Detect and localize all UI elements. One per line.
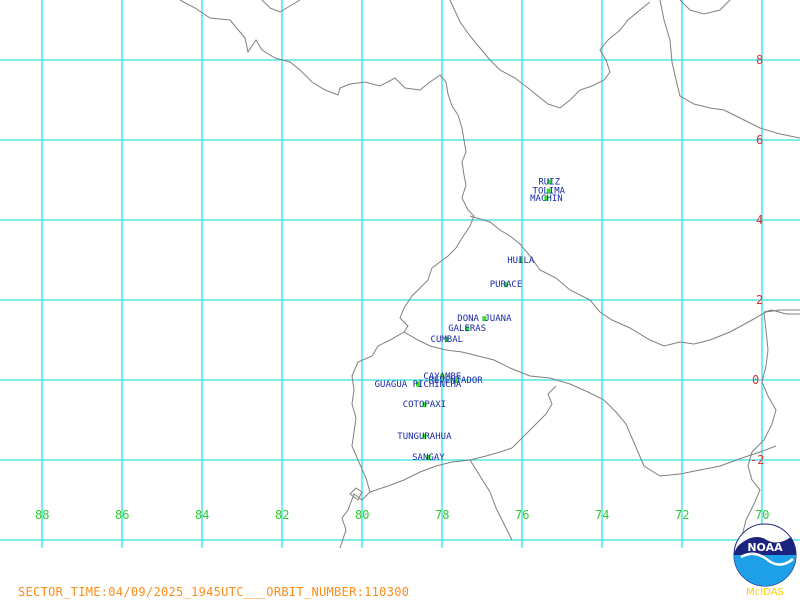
volcano-label-tolima: TOLIMA (533, 187, 566, 197)
national-border-venezuela-brazil (763, 309, 800, 315)
volcano-marker-reventador (453, 378, 458, 384)
lon-label-74: 74 (595, 508, 609, 522)
volcano-label-tungurahua: TUNGURAHUA (397, 432, 452, 442)
volcano-label-ruiz: RUIZ (538, 177, 560, 187)
national-border-brazil (741, 311, 777, 537)
lat-label-0: 0 (752, 373, 759, 387)
volcano-label-galeras: GALERAS (448, 324, 486, 334)
lon-label-88: 88 (35, 508, 49, 522)
lat-label-8: 8 (756, 53, 763, 67)
lat-label-4: 4 (756, 213, 763, 227)
caribbean-coastline (261, 0, 800, 139)
volcano-label-cayambe: CAYAMBE (423, 372, 461, 382)
national-border-colombia-venezuela (469, 215, 800, 347)
volcano-marker-machin (544, 195, 549, 201)
volcano-label-reventador: REVENTADOR (429, 376, 484, 386)
lon-label-78: 78 (435, 508, 449, 522)
noaa-logo-text: NOAA (747, 541, 783, 554)
pacific-coastline (179, 0, 475, 549)
lat-label-6: 6 (756, 133, 763, 147)
volcano-marker-ruiz (547, 179, 552, 185)
volcano-marker-guagua-pichincha (416, 381, 420, 387)
volcano-marker-galeras (465, 326, 470, 332)
latitude-labels: 8 6 4 2 0 -2 (750, 53, 764, 467)
volcano-label-cumbal: CUMBAL (431, 335, 464, 345)
volcano-marker-cayambe (440, 373, 445, 379)
volcano-marker-huila (518, 257, 523, 263)
lat-label-minus-2: -2 (750, 453, 764, 467)
lon-label-76: 76 (515, 508, 529, 522)
coastlines (179, 0, 800, 549)
sector-time-footer: SECTOR_TIME:04/09/2025_1945UTC___ORBIT_N… (18, 585, 410, 599)
volcano-label-cotopaxi: COTOPAXI (403, 400, 446, 410)
volcano-label-purace: PURACE (490, 280, 523, 290)
gulf-of-guayaquil-island (349, 487, 363, 501)
volcano-marker-cotopaxi (422, 402, 427, 408)
lon-label-70: 70 (755, 508, 769, 522)
volcano-marker-tungurahua (422, 433, 427, 439)
national-border-colombia-ecuador (403, 331, 777, 477)
volcano-label-machin: MACHIN (530, 194, 563, 204)
lon-label-82: 82 (275, 508, 289, 522)
volcano-marker-cumbal (444, 337, 449, 342)
volcano-label-guagua-pichincha: GUAGUA PICHINCHA (375, 380, 462, 390)
noaa-logo: NOAA (733, 523, 797, 587)
lon-label-86: 86 (115, 508, 129, 522)
volcano-label-dona-juana: DONA JUANA (457, 314, 512, 324)
volcano-label-sangay: SANGAY (412, 453, 445, 463)
lon-label-84: 84 (195, 508, 209, 522)
lat-label-2: 2 (756, 293, 763, 307)
volcano-marker-tolima (546, 188, 551, 194)
volcano-marker-dona-juana (482, 316, 487, 322)
volcano-label-huila: HUILA (507, 256, 535, 266)
lon-label-80: 80 (355, 508, 369, 522)
mcidas-label: McIDAS (746, 587, 784, 598)
volcano-marker-sangay (426, 455, 431, 460)
longitude-labels: 88 86 84 82 80 78 76 74 72 70 (35, 508, 769, 522)
lon-label-72: 72 (675, 508, 689, 522)
national-border-ecuador-peru (369, 385, 557, 541)
volcano-marker-purace (504, 282, 508, 288)
lat-lon-grid (0, 0, 800, 548)
